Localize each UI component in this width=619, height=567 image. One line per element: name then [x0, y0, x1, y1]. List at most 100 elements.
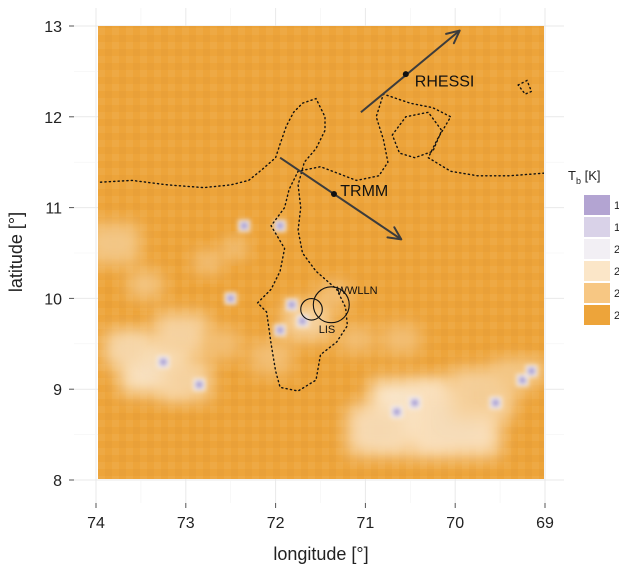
cold-patch: [194, 251, 222, 273]
cold-core-center: [276, 222, 284, 230]
track-marker-trmm: [330, 190, 337, 197]
legend-key-label: 1: [614, 200, 619, 212]
cold-core-center: [227, 294, 235, 302]
cold-core: [157, 355, 170, 368]
cold-patch-inner: [391, 331, 412, 348]
cold-patch: [203, 329, 240, 359]
cold-patch: [224, 239, 246, 258]
cold-patch-inner: [347, 331, 366, 347]
cold-patch: [104, 330, 150, 367]
cold-cloud-cores: [157, 219, 538, 418]
track-arrowhead-rhessi: [445, 29, 461, 45]
y-tick-label: 12: [44, 110, 62, 127]
track-line-trmm: [279, 156, 402, 241]
coastline-island: [517, 79, 533, 95]
cold-patch: [154, 313, 209, 357]
legend-key-label: 1: [614, 222, 619, 234]
legend-key-swatch: [584, 217, 610, 237]
track-label-trmm: TRMM: [340, 183, 388, 200]
cold-patch-inner: [229, 243, 242, 254]
cold-core-center: [411, 399, 419, 407]
legend-key-label: 2: [614, 288, 619, 300]
track-marker-rhessi: [402, 71, 409, 78]
x-tick-label: 69: [536, 515, 554, 532]
cold-core: [274, 324, 287, 337]
cold-patch: [129, 271, 162, 298]
coastline-main: [99, 93, 544, 392]
x-axis-title: longitude [°]: [273, 544, 368, 564]
x-tick-label: 74: [87, 515, 105, 532]
cold-core: [285, 298, 298, 311]
cold-core: [296, 315, 309, 328]
legend-keys: 1 1 2 2 2 2: [584, 195, 619, 325]
cold-core: [390, 405, 403, 418]
cold-core: [408, 396, 421, 409]
coastline: [99, 79, 544, 392]
brightness-temperature-field: [98, 26, 544, 479]
cold-patch-inner: [260, 348, 282, 367]
track-arrowhead-trmm: [386, 226, 403, 241]
legend-title-main: T: [568, 168, 576, 183]
track-label-rhessi: RHESSI: [415, 73, 475, 90]
x-tick-label: 72: [267, 515, 285, 532]
color-legend: Tb [K] 1 1 2 2 2 2: [568, 168, 619, 325]
cold-core-center: [288, 301, 296, 309]
legend-key-label: 2: [614, 266, 619, 278]
cold-patch-inner: [211, 335, 232, 352]
cold-core: [274, 219, 287, 232]
cold-patch: [319, 282, 349, 306]
flash-area-lis: [300, 297, 323, 321]
y-tick-label: 8: [53, 473, 62, 490]
cold-core: [193, 378, 206, 391]
cold-core-center: [195, 381, 203, 389]
legend-title-unit: [K]: [581, 168, 601, 183]
cold-core-center: [299, 317, 307, 325]
cold-core: [516, 374, 529, 387]
track-line-rhessi: [360, 29, 461, 114]
cold-core-center: [528, 367, 536, 375]
cold-core: [238, 219, 251, 232]
legend-key-swatch: [584, 283, 610, 303]
cold-core: [489, 396, 502, 409]
flash-label-wwlln: WWLLN: [337, 285, 378, 297]
cold-patch: [98, 223, 140, 265]
satellite-tracks: RHESSI TRMM: [279, 29, 475, 241]
legend-title: Tb [K]: [568, 168, 600, 186]
lightning-flash-areas: WWLLN LIS: [300, 285, 378, 336]
cold-patch-inner: [166, 322, 197, 347]
y-tick-label: 10: [44, 291, 62, 308]
legend-key-swatch: [584, 261, 610, 281]
cold-core-center: [159, 358, 167, 366]
cold-patch-inner: [200, 256, 216, 269]
x-tick-label: 71: [357, 515, 375, 532]
x-tick-label: 70: [446, 515, 464, 532]
legend-key-swatch: [584, 239, 610, 259]
legend-key-label: 2: [614, 244, 619, 256]
cold-cloud-patches: [98, 223, 544, 457]
cold-patch: [340, 326, 373, 353]
coastline-cape: [391, 111, 443, 159]
cold-core-center: [276, 326, 284, 334]
cold-core-center: [393, 408, 401, 416]
cold-patch-inner: [136, 277, 155, 293]
x-tick-label: 73: [177, 515, 195, 532]
y-axis: 8 9 10 11 12 13: [44, 19, 74, 490]
x-axis: 74 73 72 71 70 69: [87, 503, 554, 532]
cold-core: [525, 365, 538, 378]
cold-core-center: [519, 376, 527, 384]
y-tick-label: 13: [44, 19, 62, 36]
cold-patch-inner: [100, 232, 128, 256]
legend-title-sub: b: [576, 176, 581, 186]
y-axis-title: latitude [°]: [6, 212, 26, 292]
cold-core-center: [240, 222, 248, 230]
cold-patch-inner: [171, 368, 200, 392]
legend-key-swatch: [584, 305, 610, 325]
cold-patch-inner: [361, 415, 397, 445]
cold-patch-inner: [115, 338, 140, 359]
flash-label-lis: LIS: [319, 324, 336, 336]
y-tick-label: 9: [53, 382, 62, 399]
flash-area-wwlln: [312, 286, 350, 324]
legend-key-swatch: [584, 195, 610, 215]
cold-core-center: [492, 399, 500, 407]
